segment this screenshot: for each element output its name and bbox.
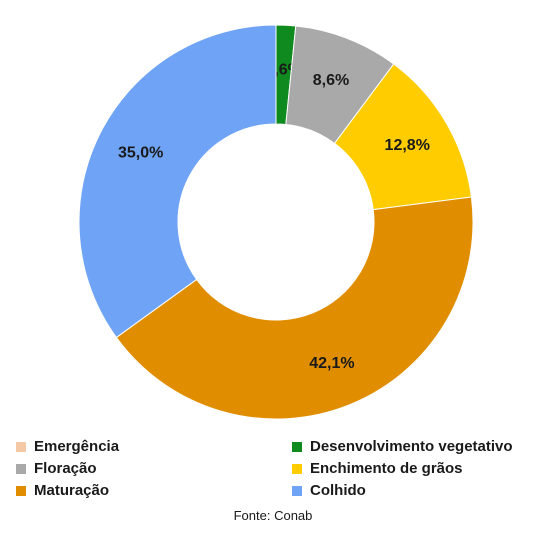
legend-label: Floração: [34, 460, 97, 477]
slice-label-3: 8,6%: [313, 72, 349, 89]
legend-item-6: Colhido: [292, 482, 366, 499]
legend-label: Colhido: [310, 482, 366, 499]
legend-swatch: [292, 463, 302, 474]
legend-swatch: [16, 441, 26, 452]
slice-label-4: 12,8%: [385, 137, 430, 154]
source-note: Fonte: Conab: [233, 508, 313, 523]
legend-item-4: Enchimento de grãos: [292, 460, 463, 477]
legend-item-1: Emergência: [16, 438, 119, 455]
legend-label: Desenvolvimento vegetativo: [310, 438, 513, 455]
slice-label-6: 35,0%: [118, 144, 163, 161]
slice-5: [115, 196, 474, 420]
legend-item-3: Floração: [16, 460, 97, 477]
legend-swatch: [292, 441, 302, 452]
donut-chart: 1,6%8,6%12,8%42,1%35,0%: [78, 24, 474, 420]
slice-6: [78, 24, 277, 339]
legend-swatch: [292, 485, 302, 496]
legend-label: Emergência: [34, 438, 120, 455]
legend-swatch: [16, 485, 26, 496]
legend-label: Enchimento de grãos: [310, 460, 463, 477]
slice-label-5: 42,1%: [309, 355, 354, 372]
legend-item-2: Desenvolvimento vegetativo: [292, 438, 513, 455]
legend-item-5: Maturação: [16, 482, 109, 499]
legend-swatch: [16, 463, 26, 474]
legend-label: Maturação: [34, 482, 110, 499]
